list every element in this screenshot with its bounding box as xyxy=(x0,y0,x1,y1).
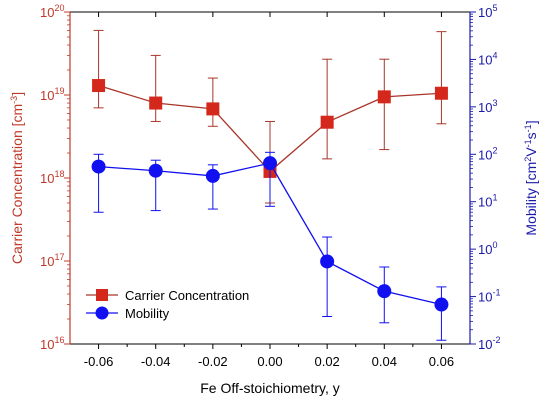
data-point-square xyxy=(149,96,163,110)
left-axis-title-sup: -3 xyxy=(9,96,19,104)
data-point-square xyxy=(92,79,106,93)
right-tick-label: 104 xyxy=(478,50,497,67)
data-point-square xyxy=(434,86,448,100)
x-tick-label: 0.06 xyxy=(429,354,454,369)
right-tick-label: 10-1 xyxy=(478,288,500,305)
right-tick-label-base: 10 xyxy=(478,5,492,20)
left-tick-label: 1017 xyxy=(40,252,64,269)
left-axis-title-main: Carrier Concentration [cm xyxy=(9,104,25,264)
data-point-square xyxy=(377,90,391,104)
left-tick-label-base: 10 xyxy=(40,254,54,269)
left-tick-label: 1020 xyxy=(40,3,64,20)
left-tick-label: 1019 xyxy=(40,86,64,103)
left-axis-title: Carrier Concentration [cm-3] xyxy=(9,92,25,264)
left-axis-title-end: ] xyxy=(9,92,25,96)
data-point-circle xyxy=(205,168,220,183)
left-tick-label: 1018 xyxy=(40,169,64,186)
left-tick-label-exp: 18 xyxy=(54,169,64,179)
legend-carrier-label: Carrier Concentration xyxy=(125,288,249,303)
right-tick-label-base: 10 xyxy=(478,52,492,67)
x-axis-title: Fe Off-stoichiometry, y xyxy=(200,380,340,396)
right-tick-label: 101 xyxy=(478,193,497,210)
x-tick-label: -0.02 xyxy=(198,354,228,369)
right-tick-label-exp: 1 xyxy=(492,193,497,203)
left-tick-label-base: 10 xyxy=(40,171,54,186)
left-tick-label-base: 10 xyxy=(40,88,54,103)
data-point-square xyxy=(320,115,334,129)
series-layer xyxy=(91,29,449,341)
left-tick-label-base: 10 xyxy=(40,337,54,352)
left-tick-label-exp: 20 xyxy=(54,3,64,13)
right-tick-label-exp: 5 xyxy=(492,3,497,13)
right-axis-title-sup2: -1 xyxy=(523,139,533,147)
x-tick-label: -0.06 xyxy=(84,354,114,369)
left-tick-label-exp: 19 xyxy=(54,86,64,96)
right-tick-label-exp: 4 xyxy=(492,50,497,60)
x-tick-label: -0.04 xyxy=(141,354,171,369)
x-tick-label: 0.02 xyxy=(314,354,339,369)
right-tick-label: 103 xyxy=(478,98,497,115)
x-tick-label: 0.04 xyxy=(372,354,397,369)
right-tick-label-base: 10 xyxy=(478,290,492,305)
right-axis-title-sup1: 2 xyxy=(523,157,533,162)
data-point-circle xyxy=(148,163,163,178)
right-tick-label: 102 xyxy=(478,145,497,162)
right-tick-label: 10-2 xyxy=(478,335,500,352)
legend-mobility-label: Mobility xyxy=(125,306,170,321)
right-axis-title-mid2: s xyxy=(523,132,539,139)
right-tick-label-base: 10 xyxy=(478,242,492,257)
x-axis-ticks: -0.06 -0.04 -0.02 0.00 0.02 0.04 0.06 xyxy=(84,12,454,369)
right-tick-label-exp: 0 xyxy=(492,240,497,250)
legend-carrier-marker xyxy=(96,289,108,301)
x-tick-label: 0.00 xyxy=(257,354,282,369)
data-point-circle xyxy=(377,284,392,299)
left-tick-label-exp: 17 xyxy=(54,252,64,262)
right-tick-label-exp: 3 xyxy=(492,98,497,108)
right-tick-label: 100 xyxy=(478,240,497,257)
right-tick-label: 105 xyxy=(478,3,497,20)
data-point-circle xyxy=(320,254,335,269)
right-tick-label-exp: -1 xyxy=(492,288,500,298)
left-tick-label-exp: 16 xyxy=(54,335,64,345)
legend-mobility-marker xyxy=(95,306,109,320)
left-tick-label: 1016 xyxy=(40,335,64,352)
right-axis-title-end: ] xyxy=(523,120,539,124)
right-tick-label-exp: -2 xyxy=(492,335,500,345)
right-axis-title-main: Mobility [cm xyxy=(523,162,539,236)
right-tick-label-exp: 2 xyxy=(492,145,497,155)
series-1 xyxy=(91,151,449,341)
legend: Carrier Concentration Mobility xyxy=(86,288,249,321)
right-tick-label-base: 10 xyxy=(478,100,492,115)
left-tick-label-base: 10 xyxy=(40,5,54,20)
data-point-square xyxy=(206,102,220,116)
right-axis-title: Mobility [cm2V-1s-1] xyxy=(523,120,539,235)
right-tick-label-base: 10 xyxy=(478,195,492,210)
data-point-circle xyxy=(263,156,277,171)
right-tick-label-base: 10 xyxy=(478,147,492,162)
right-tick-label-base: 10 xyxy=(478,337,492,352)
data-point-circle xyxy=(91,159,106,174)
data-point-circle xyxy=(434,297,449,312)
right-axis-title-sup3: -1 xyxy=(523,124,533,132)
right-axis-title-mid: V xyxy=(523,147,539,157)
